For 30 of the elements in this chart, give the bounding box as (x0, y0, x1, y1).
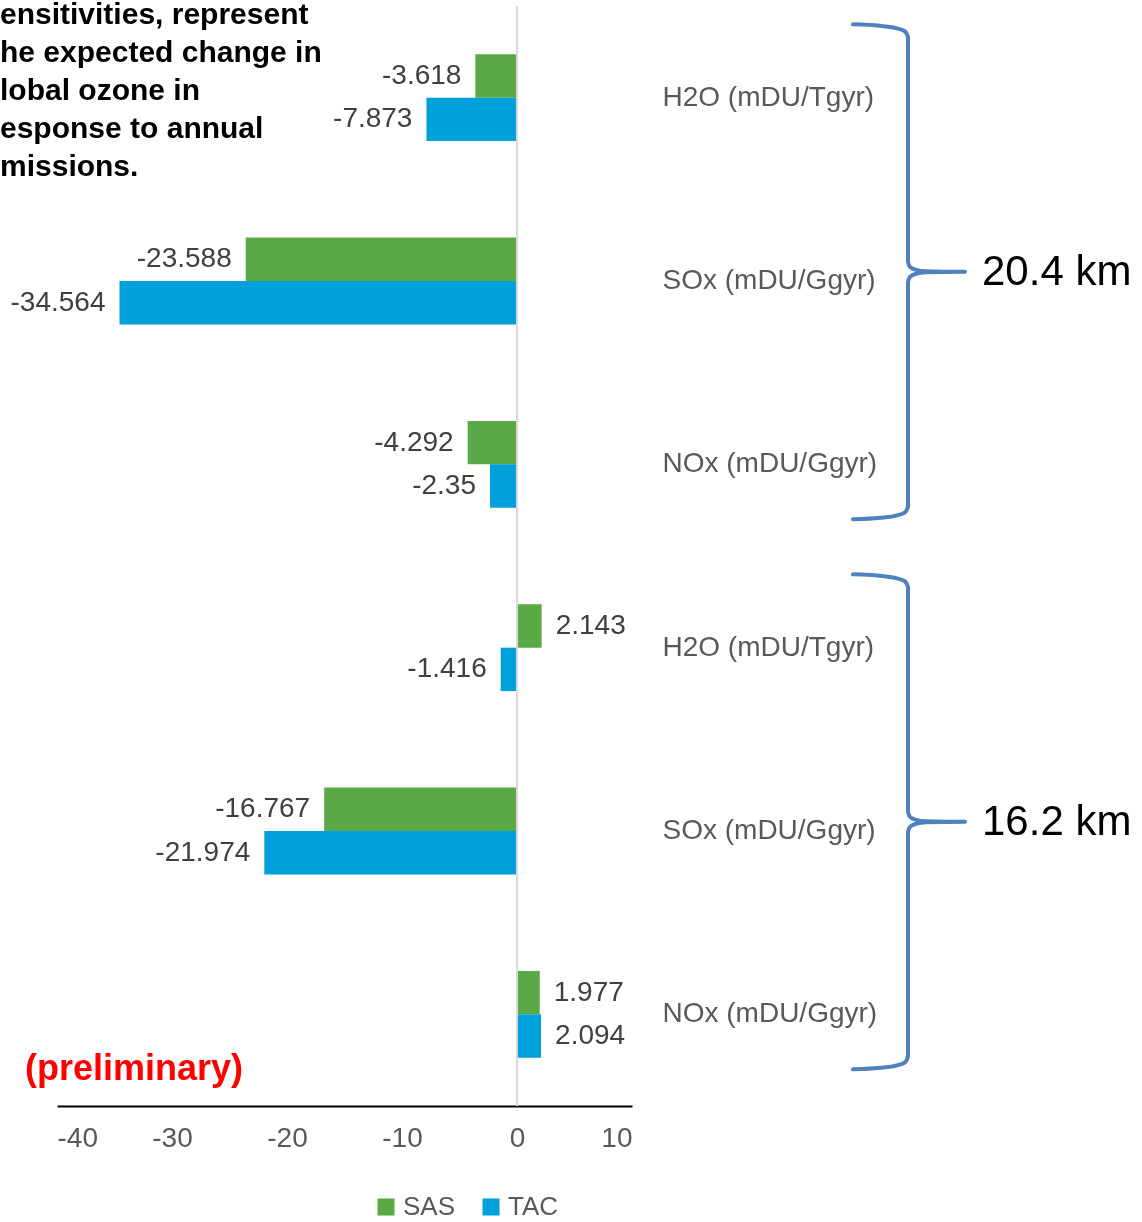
x-tick-label: -10 (382, 1121, 423, 1153)
x-tick-label: 10 (601, 1121, 633, 1153)
legend-label: TAC (508, 1191, 559, 1221)
data-label: -34.564 (10, 285, 106, 317)
data-label: -7.873 (333, 102, 413, 134)
data-label: 1.977 (553, 975, 624, 1007)
y-tick-label: H2O (mDU/Tgyr) (662, 630, 875, 662)
y-tick-label: H2O (mDU/Tgyr) (662, 80, 875, 112)
data-label: -4.292 (374, 425, 454, 457)
y-tick-label: NOx (mDU/Ggyr) (662, 997, 878, 1029)
legend-label: SAS (403, 1191, 456, 1221)
data-label: -16.767 (215, 792, 311, 824)
data-label: -21.974 (155, 835, 251, 867)
x-tick-label: -30 (152, 1121, 193, 1153)
data-label: 2.143 (555, 608, 626, 640)
data-label: -2.35 (412, 469, 476, 501)
y-tick-label: NOx (mDU/Ggyr) (662, 447, 878, 479)
x-tick-label: -40 (57, 1121, 98, 1153)
data-label: -3.618 (381, 58, 462, 90)
y-tick-label: SOx (mDU/Ggyr) (662, 264, 876, 295)
x-tick-label: 0 (509, 1121, 526, 1153)
data-label: 2.094 (555, 1019, 626, 1051)
text: 20.4 km (982, 246, 1132, 294)
data-label: -1.416 (407, 652, 487, 684)
annotation: (preliminary) (25, 1047, 244, 1088)
y-tick-label: SOx (mDU/Ggyr) (662, 814, 876, 845)
x-tick-label: -20 (267, 1121, 308, 1153)
data-label: -23.588 (136, 242, 232, 274)
annotation: ensitivities, represent he expected change in lobal ozone in esponse to annual missions. (0, 0, 322, 182)
text: 16.2 km (982, 796, 1132, 844)
